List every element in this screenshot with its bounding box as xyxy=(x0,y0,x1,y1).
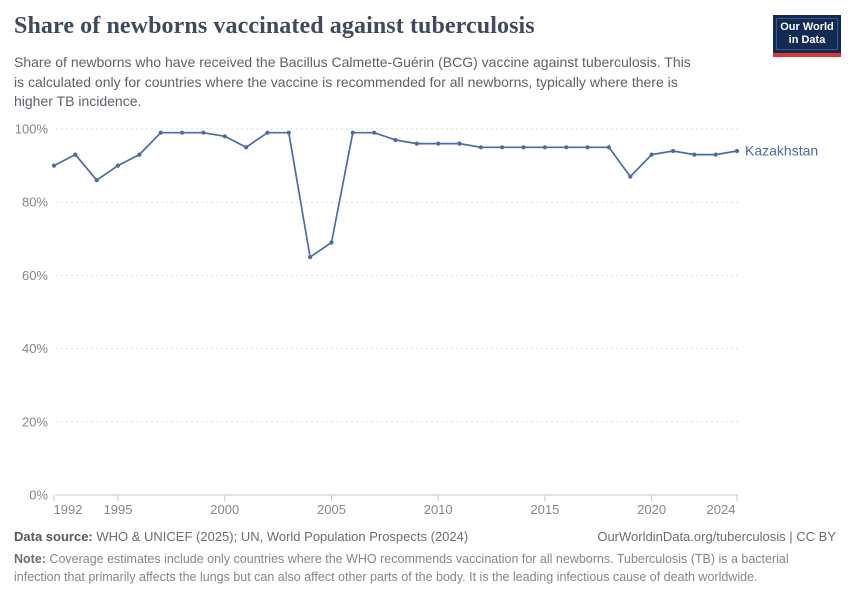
data-source-label: Data source: xyxy=(14,529,93,544)
data-point-2000[interactable] xyxy=(222,134,227,139)
data-point-1997[interactable] xyxy=(158,130,163,135)
data-point-1992[interactable] xyxy=(51,163,57,168)
data-point-1996[interactable] xyxy=(137,152,142,157)
x-axis-label-2024: 2024 xyxy=(707,502,736,517)
data-point-2021[interactable] xyxy=(670,148,676,154)
x-axis-label-1995: 1995 xyxy=(104,502,133,517)
y-axis-label-100: 100% xyxy=(15,122,49,137)
data-point-2004[interactable] xyxy=(308,255,313,260)
data-point-2019[interactable] xyxy=(628,174,633,179)
data-point-2024[interactable] xyxy=(734,148,740,154)
data-point-2016[interactable] xyxy=(564,145,569,150)
data-point-2012[interactable] xyxy=(478,145,483,150)
owid-logo[interactable]: Our World in Data xyxy=(773,15,841,57)
data-point-2018[interactable] xyxy=(606,145,612,150)
owid-url-link[interactable]: OurWorldinData.org/tuberculosis | CC BY xyxy=(597,529,836,544)
data-point-2002[interactable] xyxy=(265,130,270,135)
data-point-1998[interactable] xyxy=(180,130,185,135)
x-axis-label-2000: 2000 xyxy=(210,502,239,517)
footer-note: Note: Coverage estimates include only co… xyxy=(14,551,838,586)
kazakhstan-line[interactable] xyxy=(53,131,738,258)
data-source: Data source: WHO & UNICEF (2025); UN, Wo… xyxy=(14,529,468,544)
data-point-2009[interactable] xyxy=(414,141,419,146)
note-label: Note: xyxy=(14,552,46,566)
data-point-2023[interactable] xyxy=(713,152,718,157)
x-axis-label-2015: 2015 xyxy=(530,502,559,517)
owid-logo-red-bar xyxy=(773,53,841,57)
data-point-1999[interactable] xyxy=(201,130,206,135)
data-source-text: WHO & UNICEF (2025); UN, World Populatio… xyxy=(92,529,469,544)
y-axis-label-60: 60% xyxy=(22,268,48,283)
data-point-2008[interactable] xyxy=(393,137,398,143)
y-axis-label-0: 0% xyxy=(29,488,48,503)
y-axis-label-40: 40% xyxy=(22,341,48,356)
data-point-2020[interactable] xyxy=(649,152,654,157)
line-chart[interactable]: 0% 20% 40% 60% 80% 100% 1992 1995 2000 2005 2010 20… xyxy=(0,115,850,520)
data-point-2003[interactable] xyxy=(286,130,291,135)
footer-source-row: Data source: WHO & UNICEF (2025); UN, Wo… xyxy=(14,529,836,544)
data-point-2005[interactable] xyxy=(329,240,334,245)
data-point-1994[interactable] xyxy=(94,178,99,183)
chart-title: Share of newborns vaccinated against tub… xyxy=(14,13,535,39)
x-axis-label-2005: 2005 xyxy=(317,502,346,517)
data-point-1993[interactable] xyxy=(73,152,78,157)
data-point-2014[interactable] xyxy=(521,145,526,150)
data-point-2010[interactable] xyxy=(436,141,441,146)
y-axis-label-20: 20% xyxy=(22,414,48,429)
data-point-2006[interactable] xyxy=(350,130,355,135)
data-point-2015[interactable] xyxy=(542,145,548,150)
data-point-2017[interactable] xyxy=(585,145,590,150)
data-point-2011[interactable] xyxy=(457,141,462,146)
x-axis-label-2010: 2010 xyxy=(424,502,453,517)
x-axis-label-2020: 2020 xyxy=(637,502,666,517)
line-chart-svg[interactable]: 0% 20% 40% 60% 80% 100% 1992 1995 2000 2005 2010 20… xyxy=(0,115,850,520)
x-axis-label-1992: 1992 xyxy=(54,502,83,517)
data-point-2013[interactable] xyxy=(500,145,505,150)
data-point-2022[interactable] xyxy=(692,152,697,157)
data-point-1995[interactable] xyxy=(115,163,121,168)
chart-subtitle: Share of newborns who have received the … xyxy=(14,54,691,109)
data-point-2001[interactable] xyxy=(244,145,249,150)
data-point-2007[interactable] xyxy=(372,130,377,135)
series-end-label[interactable]: Kazakhstan xyxy=(745,142,818,158)
note-text: Coverage estimates include only countrie… xyxy=(14,552,789,584)
y-axis-label-80: 80% xyxy=(22,195,48,210)
owid-logo-text: Our World in Data xyxy=(776,18,838,50)
